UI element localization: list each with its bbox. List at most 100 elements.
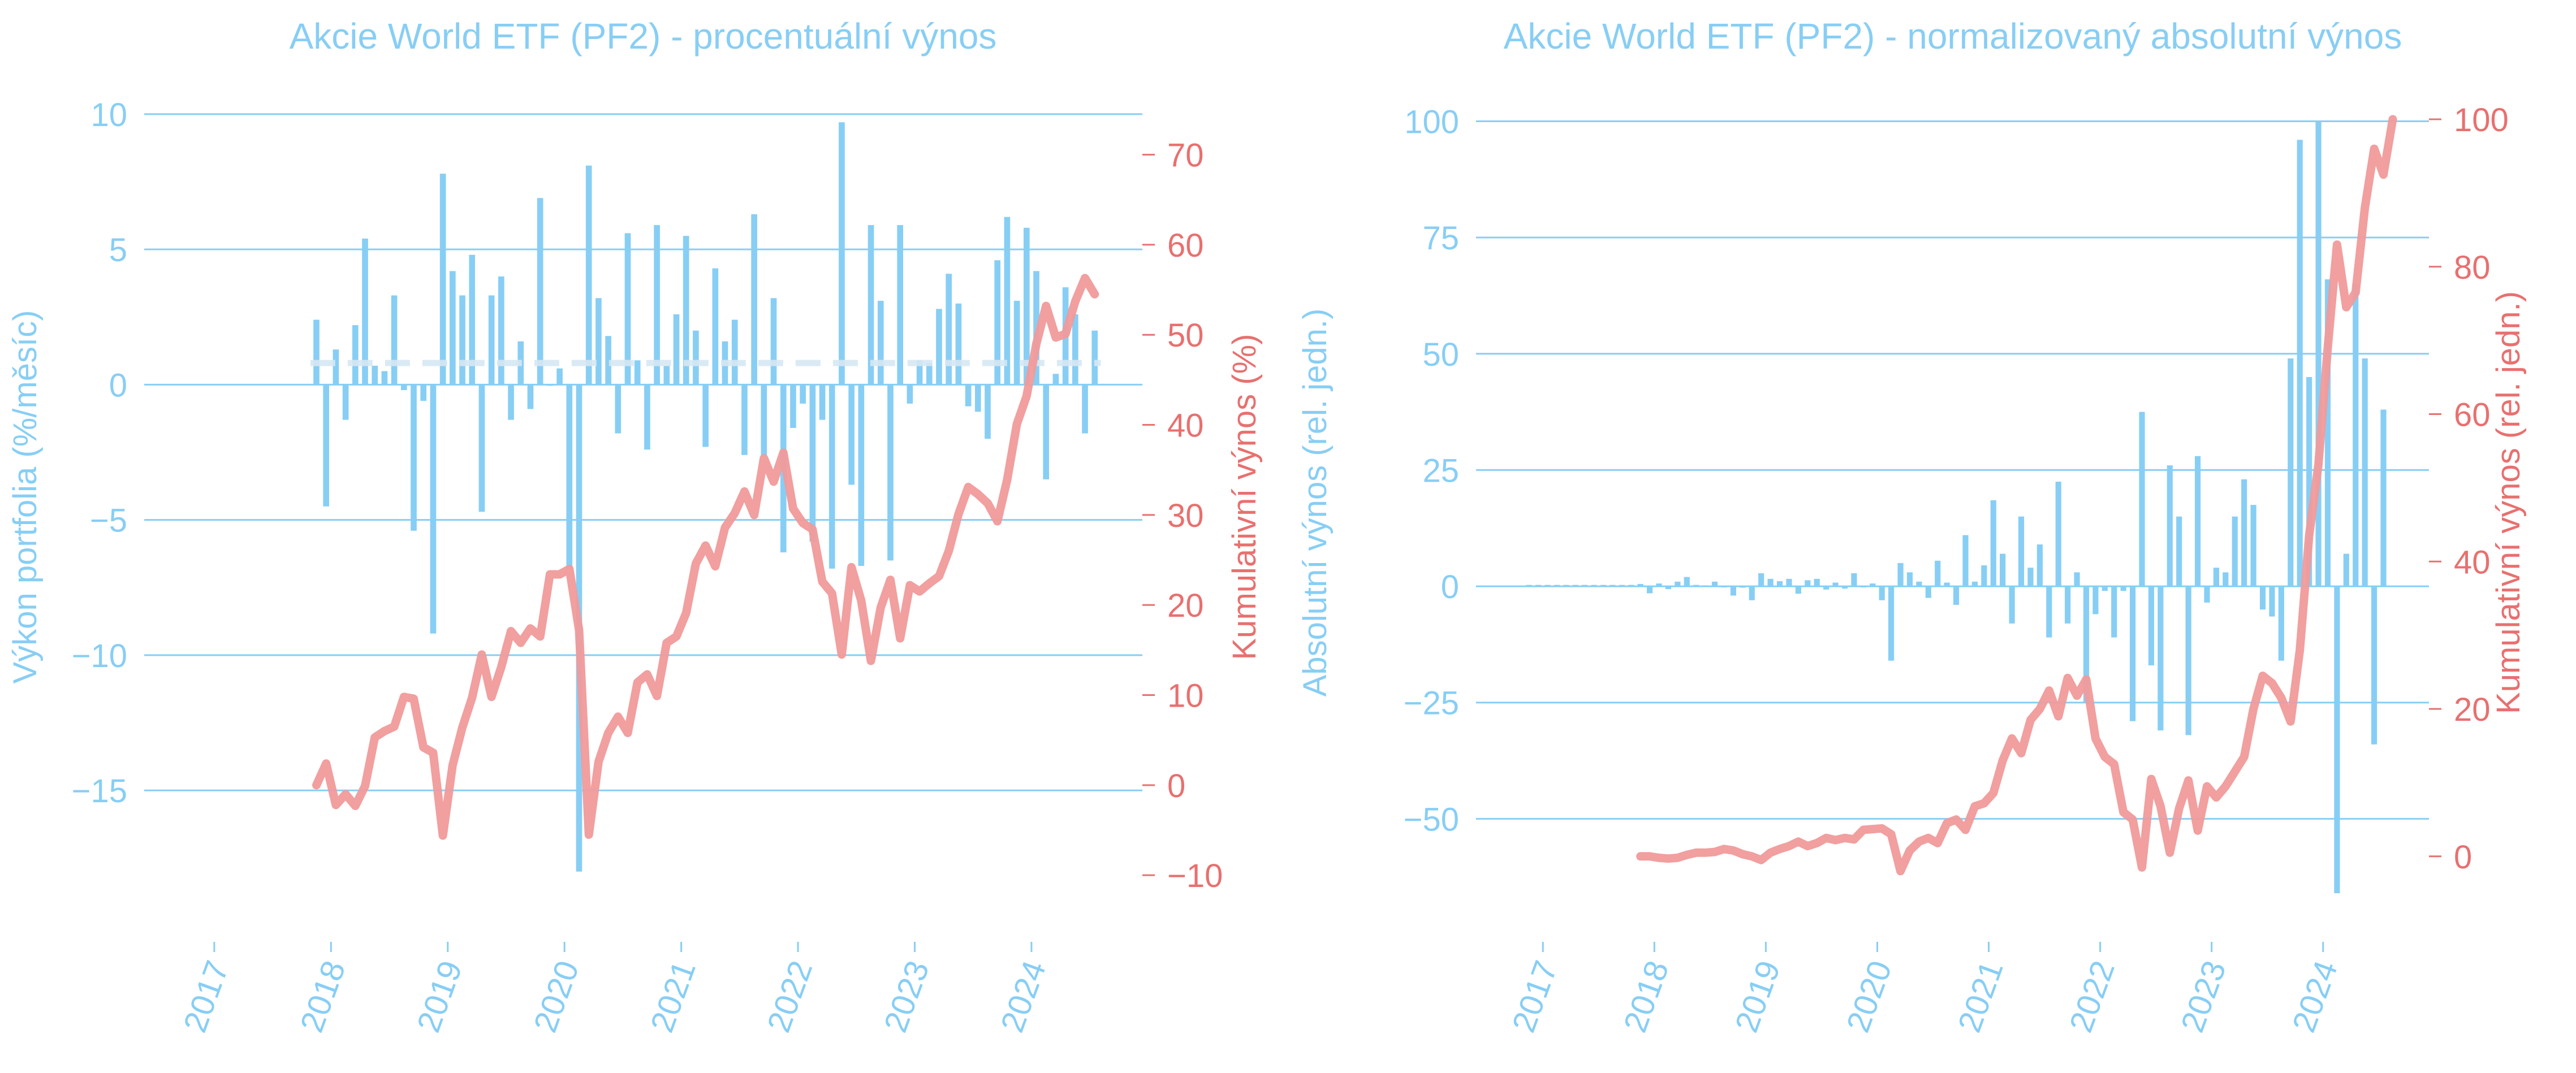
bar bbox=[809, 384, 816, 542]
bar bbox=[1860, 586, 1866, 588]
bar bbox=[994, 260, 1001, 385]
bar bbox=[1091, 330, 1098, 385]
x-tick-label: 2024 bbox=[2285, 956, 2345, 1037]
bar bbox=[1795, 586, 1801, 594]
y2-tick-label: 40 bbox=[2454, 544, 2491, 581]
bar bbox=[508, 384, 514, 420]
bar bbox=[693, 330, 699, 385]
y2-tick-label: 10 bbox=[1167, 678, 1204, 715]
bar bbox=[430, 384, 437, 634]
y-tick-label: 10 bbox=[90, 97, 127, 133]
bar bbox=[352, 325, 359, 385]
bar bbox=[1962, 535, 1969, 587]
bar bbox=[2232, 516, 2238, 587]
bar bbox=[829, 384, 835, 569]
bar bbox=[800, 384, 806, 404]
bar bbox=[702, 384, 709, 447]
bar bbox=[2371, 586, 2377, 745]
bar bbox=[2204, 586, 2210, 603]
y-tick-label: 75 bbox=[1422, 220, 1459, 257]
y-tick-label: 0 bbox=[109, 367, 127, 404]
y2-tick-label: 80 bbox=[2454, 249, 2491, 286]
y2-tick-label: 0 bbox=[1167, 768, 1185, 804]
bar bbox=[1776, 581, 1783, 587]
y-tick-label: 100 bbox=[1404, 103, 1459, 140]
bar bbox=[2380, 409, 2387, 587]
bar bbox=[1023, 227, 1030, 385]
bar bbox=[1544, 585, 1551, 587]
bar bbox=[556, 368, 563, 385]
bar bbox=[1591, 585, 1597, 587]
y2-axis-label: Kumulativní výnos (rel. jedn.) bbox=[2490, 291, 2527, 714]
bar bbox=[391, 295, 398, 385]
y2-tick-label: 30 bbox=[1167, 497, 1204, 534]
bar bbox=[1563, 585, 1569, 587]
bar bbox=[2185, 586, 2191, 735]
bar bbox=[858, 384, 865, 566]
bar bbox=[1072, 314, 1078, 385]
bar bbox=[1637, 583, 1643, 587]
bar bbox=[2036, 544, 2043, 587]
bar bbox=[381, 371, 388, 385]
bar bbox=[1971, 581, 1978, 587]
bar bbox=[1600, 585, 1607, 587]
y2-tick-label: 20 bbox=[1167, 587, 1204, 624]
bar bbox=[2223, 572, 2229, 587]
bar bbox=[605, 336, 611, 385]
x-tick-label: 2022 bbox=[2062, 956, 2122, 1037]
y2-tick-label: 60 bbox=[1167, 227, 1204, 264]
bar bbox=[1684, 577, 1690, 587]
bar bbox=[2009, 586, 2015, 624]
bar bbox=[411, 384, 417, 531]
bar bbox=[2194, 456, 2201, 587]
bar bbox=[654, 225, 660, 385]
bar bbox=[955, 303, 962, 385]
bar bbox=[1526, 585, 1532, 587]
x-tick-label: 2023 bbox=[2174, 956, 2233, 1037]
bar bbox=[1628, 585, 1634, 587]
bar bbox=[1693, 585, 1699, 587]
bar bbox=[449, 271, 456, 385]
bar bbox=[683, 236, 689, 385]
bar bbox=[1814, 578, 1820, 587]
bar bbox=[2269, 586, 2275, 617]
chart-title: Akcie World ETF (PF2) - procentuální výn… bbox=[290, 16, 997, 57]
bar bbox=[2343, 553, 2349, 587]
bar bbox=[1610, 585, 1616, 587]
bar bbox=[1888, 586, 1895, 661]
bar bbox=[897, 225, 903, 385]
bar bbox=[537, 198, 543, 385]
bar bbox=[1043, 384, 1050, 479]
bar bbox=[478, 384, 485, 512]
cumulative-line bbox=[312, 274, 1099, 840]
bar bbox=[1554, 585, 1560, 587]
bar bbox=[1935, 560, 1941, 587]
bar bbox=[2027, 568, 2034, 587]
bar bbox=[644, 384, 650, 450]
bar bbox=[1906, 572, 1913, 587]
chart-normalized-absolute-return: Akcie World ETF (PF2) - normalizovaný ab… bbox=[1297, 16, 2527, 1037]
bar bbox=[2278, 586, 2284, 661]
bar bbox=[1832, 582, 1839, 587]
bar bbox=[372, 365, 378, 385]
bar bbox=[2046, 586, 2052, 638]
bar bbox=[1740, 586, 1746, 588]
bar bbox=[1823, 586, 1829, 590]
y2-tick-label: 100 bbox=[2454, 102, 2509, 139]
bar bbox=[1721, 586, 1727, 588]
bar bbox=[2018, 516, 2025, 587]
bar bbox=[2139, 412, 2145, 587]
bar bbox=[1953, 586, 1960, 605]
bar bbox=[1665, 586, 1672, 590]
bar bbox=[1805, 580, 1811, 587]
bar bbox=[887, 384, 894, 561]
bar bbox=[2102, 586, 2108, 591]
bar bbox=[634, 360, 641, 385]
x-tick-label: 2020 bbox=[527, 956, 586, 1037]
bar bbox=[2074, 572, 2080, 587]
bar bbox=[2324, 279, 2331, 587]
bar bbox=[926, 363, 933, 385]
bar bbox=[439, 174, 446, 385]
bar bbox=[2000, 553, 2006, 587]
